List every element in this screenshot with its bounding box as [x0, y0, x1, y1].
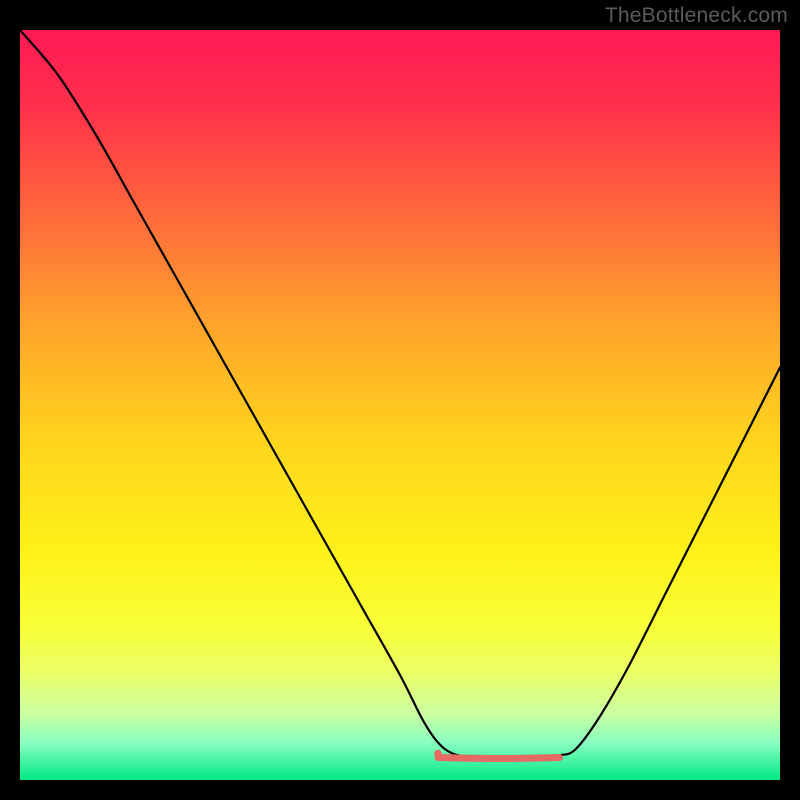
chart-frame: TheBottleneck.com [0, 0, 800, 800]
plot-area [20, 30, 780, 780]
watermark-text: TheBottleneck.com [605, 4, 788, 28]
plot-svg [20, 30, 780, 780]
